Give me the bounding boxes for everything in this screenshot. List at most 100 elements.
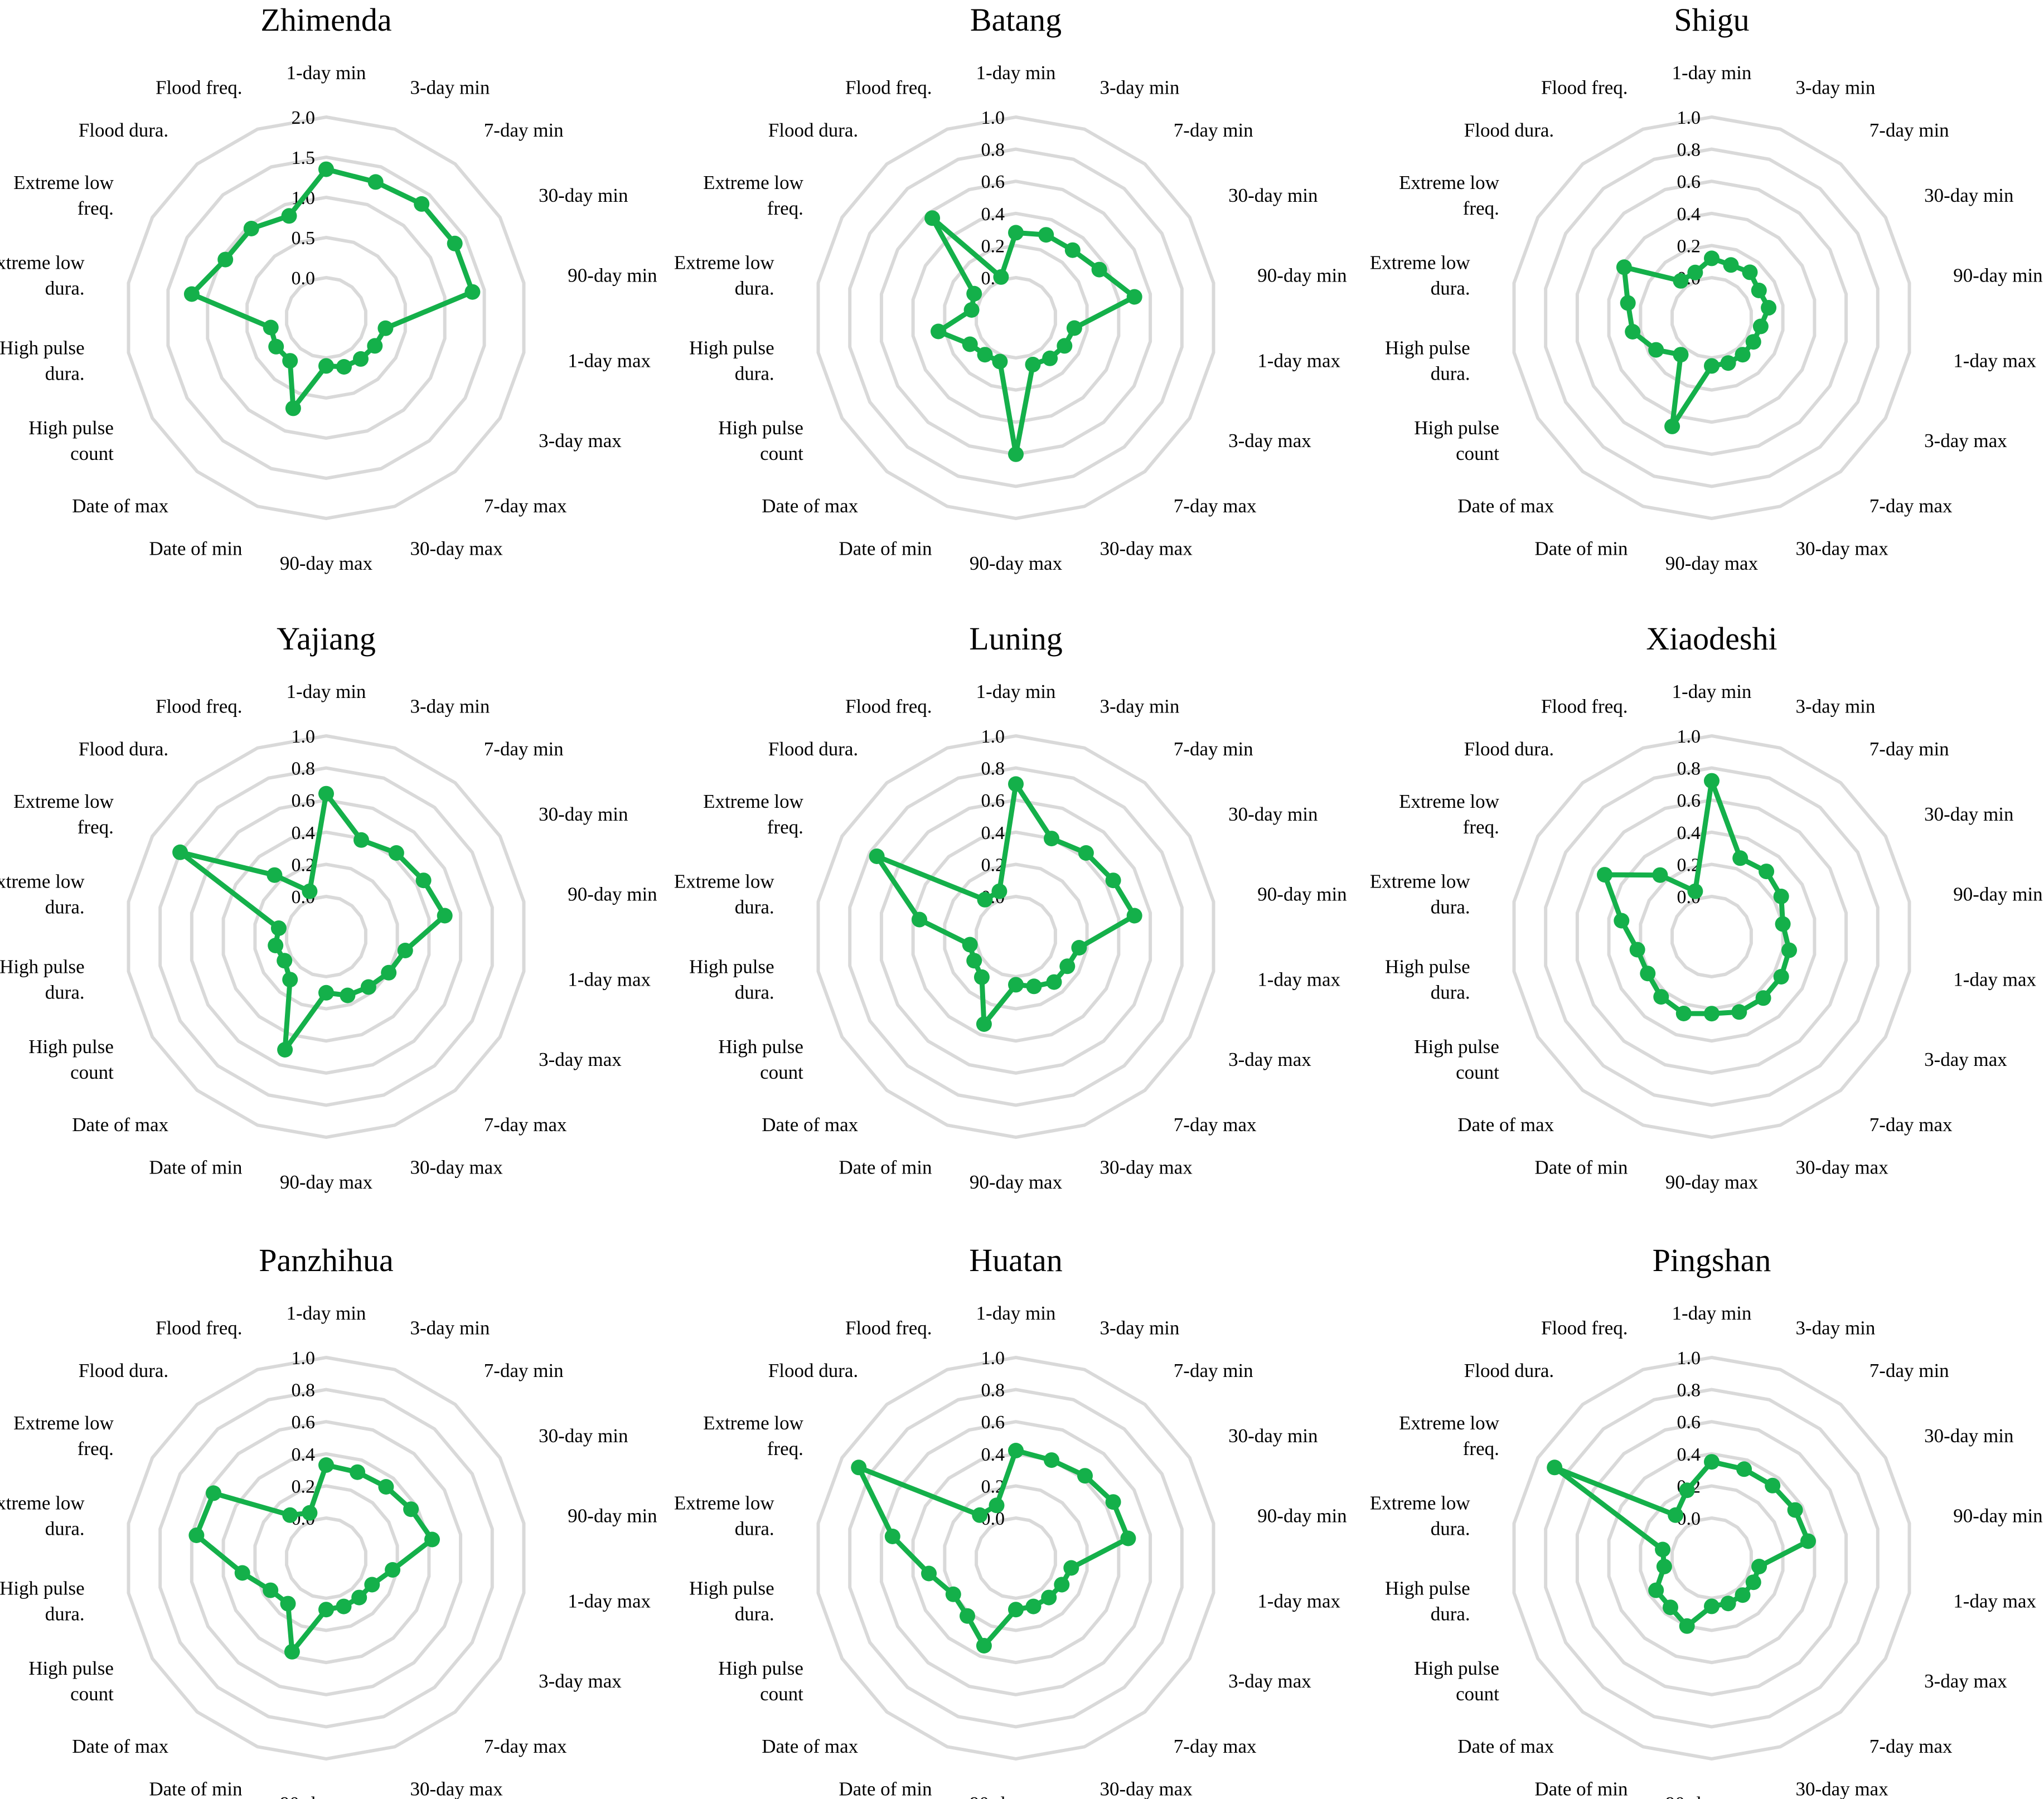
data-point <box>377 320 394 336</box>
data-point <box>268 938 284 953</box>
data-point <box>1704 1454 1720 1470</box>
axis-label: Flood freq. <box>1541 1317 1628 1339</box>
data-point <box>381 964 397 981</box>
grid-ring <box>911 1452 1121 1665</box>
data-point <box>1046 974 1062 990</box>
axis-label: 30-day max <box>1100 538 1193 560</box>
grid-ring <box>1544 766 1880 1107</box>
data-point <box>1652 867 1668 883</box>
data-point <box>1787 1502 1803 1518</box>
axis-label: 30-day min <box>539 803 628 825</box>
axis-label: 30-day max <box>1100 1778 1193 1799</box>
data-point <box>270 920 287 936</box>
data-point <box>960 1608 975 1624</box>
axis-label: 90-day max <box>1665 552 1759 574</box>
data-point <box>1091 261 1107 278</box>
axis-label: Date of max <box>1457 495 1554 517</box>
axis-label: Date of min <box>1534 1778 1628 1799</box>
data-point <box>263 319 279 336</box>
data-point <box>277 1042 293 1058</box>
axis-label: 3-day min <box>410 1317 490 1339</box>
axis-label: 7-day min <box>484 1360 564 1381</box>
axis-label: freq. <box>1463 1438 1499 1459</box>
axis-label: count <box>760 1061 803 1083</box>
axis-label: High pulse <box>1385 956 1470 977</box>
tick-label: 0.4 <box>292 1444 316 1465</box>
axis-label: freq. <box>767 1438 803 1459</box>
axis-label: freq. <box>767 816 803 838</box>
data-point <box>1008 1602 1024 1618</box>
axis-label: Extreme low <box>703 1412 804 1434</box>
data-point <box>1655 1541 1671 1558</box>
axis-label: 3-day max <box>1924 430 2007 452</box>
data-point <box>1765 1477 1781 1493</box>
data-point <box>318 985 334 1001</box>
axis-label: dura. <box>45 1518 85 1540</box>
data-point <box>1775 916 1791 932</box>
data-point <box>1126 289 1142 305</box>
data-point <box>318 1457 334 1473</box>
axis-label: Flood dura. <box>1464 738 1554 760</box>
tick-label: 1.0 <box>1677 726 1701 747</box>
axis-label: Flood freq. <box>845 1317 932 1339</box>
tick-label: 0.4 <box>1677 1444 1701 1465</box>
tick-label: 1.0 <box>981 726 1005 747</box>
axis-label: 30-day min <box>1228 1425 1318 1447</box>
axis-label: 1-day min <box>1672 62 1752 84</box>
grid-ring <box>848 147 1184 488</box>
axis-label: High pulse <box>718 1036 803 1058</box>
axis-label: dura. <box>45 981 85 1003</box>
grid-ring <box>127 1355 526 1761</box>
axis-label: 1-day min <box>1672 1302 1752 1324</box>
data-point <box>183 286 200 302</box>
data-point <box>302 1505 318 1521</box>
data-point <box>1620 295 1636 311</box>
axis-label: 1-day min <box>976 1302 1056 1324</box>
data-point <box>1041 1589 1057 1606</box>
data-point <box>1008 1443 1024 1458</box>
data-point <box>1008 225 1024 241</box>
axis-label: dura. <box>1431 981 1470 1003</box>
data-point <box>464 284 481 300</box>
data-point <box>340 987 356 1003</box>
axis-label: 1-day max <box>568 1590 651 1612</box>
grid-ring <box>253 1484 399 1632</box>
grid-ring <box>1512 115 1911 521</box>
axis-label: freq. <box>767 197 803 219</box>
axis-label: Extreme low <box>1370 252 1471 274</box>
tick-label: 2.0 <box>292 108 316 128</box>
data-point <box>1723 257 1739 273</box>
data-point <box>1751 283 1767 298</box>
axis-label: Date of min <box>839 538 932 560</box>
grid-ring <box>285 275 367 360</box>
axis-label: 7-day max <box>1869 1114 1953 1136</box>
axis-label: High pulse <box>689 337 774 358</box>
data-point <box>1800 1533 1816 1549</box>
grid-ring <box>221 830 431 1043</box>
axis-label: 3-day max <box>1228 1049 1311 1070</box>
data-point <box>963 302 980 318</box>
tick-label: 0.2 <box>981 236 1005 256</box>
data-point <box>437 908 453 924</box>
data-point <box>1547 1459 1563 1476</box>
grid-ring <box>943 244 1089 392</box>
data-point <box>977 891 993 908</box>
data-point <box>1044 831 1059 847</box>
tick-label: 0.8 <box>1677 1380 1701 1401</box>
axis-label: Date of max <box>72 1735 168 1757</box>
axis-label: 1-day max <box>1257 350 1340 371</box>
grid-ring <box>1512 1355 1911 1761</box>
axis-label: 3-day min <box>1796 1317 1876 1339</box>
axis-label: 7-day max <box>484 1735 567 1757</box>
data-point <box>1781 942 1797 958</box>
data-point <box>397 943 413 958</box>
axis-label: Flood dura. <box>768 738 858 760</box>
axis-label: freq. <box>78 1438 114 1459</box>
axis-label: Extreme low <box>1399 172 1500 193</box>
axis-label: Extreme low <box>703 172 804 193</box>
axis-label: Extreme low <box>1399 1412 1500 1434</box>
axis-label: 7-day max <box>484 495 567 517</box>
